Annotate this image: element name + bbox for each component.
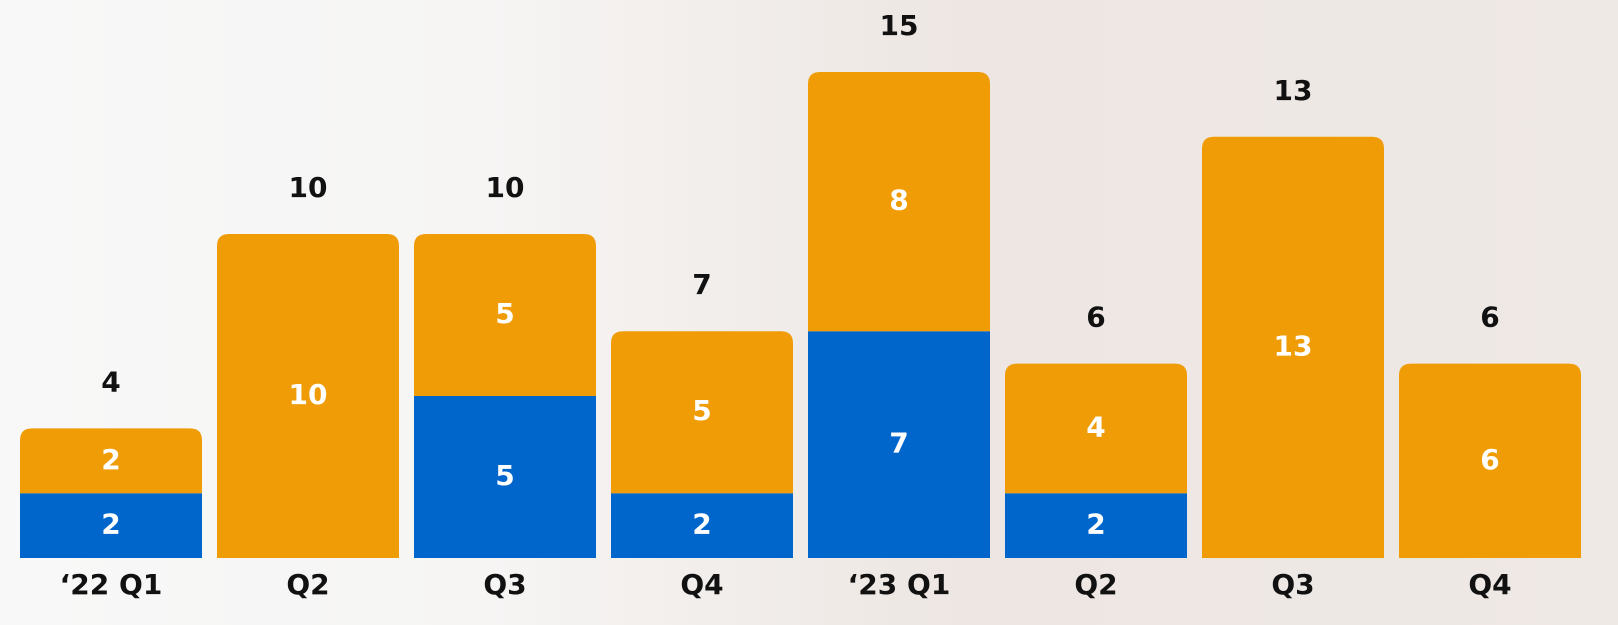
x-tick-label: Q4 — [680, 568, 723, 601]
bar-segment — [1202, 136, 1384, 559]
total-label: 6 — [1480, 301, 1499, 334]
bar-segment — [808, 331, 990, 558]
value-label: 2 — [101, 443, 120, 476]
x-tick-label: ‘23 Q1 — [848, 568, 951, 601]
bar-segment — [808, 72, 990, 332]
total-label: 13 — [1274, 74, 1313, 107]
total-label: 4 — [101, 365, 120, 398]
bar-segment — [20, 493, 202, 558]
bar-segment — [1399, 363, 1581, 558]
total-label: 7 — [692, 268, 711, 301]
x-tick-label: Q2 — [286, 568, 329, 601]
value-label: 2 — [1086, 508, 1105, 541]
value-label: 5 — [692, 394, 711, 427]
bar-segment — [414, 234, 596, 396]
value-label: 7 — [889, 427, 908, 460]
bar-segment — [1005, 493, 1187, 558]
total-label: 15 — [880, 9, 919, 42]
x-tick-label: Q3 — [1271, 568, 1314, 601]
bar-segment — [1005, 363, 1187, 494]
value-label: 5 — [495, 297, 514, 330]
x-tick-label: Q2 — [1074, 568, 1117, 601]
bar-segment — [611, 493, 793, 558]
bar-segment — [414, 396, 596, 558]
value-label: 2 — [692, 508, 711, 541]
x-tick-label: ‘22 Q1 — [60, 568, 163, 601]
value-label: 13 — [1274, 329, 1313, 362]
bar-segment — [611, 331, 793, 494]
value-label: 5 — [495, 459, 514, 492]
bar-segment — [20, 428, 202, 494]
value-label: 6 — [1480, 443, 1499, 476]
x-tick-label: Q4 — [1468, 568, 1511, 601]
total-label: 6 — [1086, 301, 1105, 334]
bar-segment — [217, 234, 399, 558]
total-label: 10 — [486, 171, 525, 204]
value-label: 4 — [1086, 410, 1105, 443]
x-tick-label: Q3 — [483, 568, 526, 601]
total-label: 10 — [289, 171, 328, 204]
value-label: 10 — [289, 378, 328, 411]
value-label: 2 — [101, 508, 120, 541]
value-label: 8 — [889, 184, 908, 217]
